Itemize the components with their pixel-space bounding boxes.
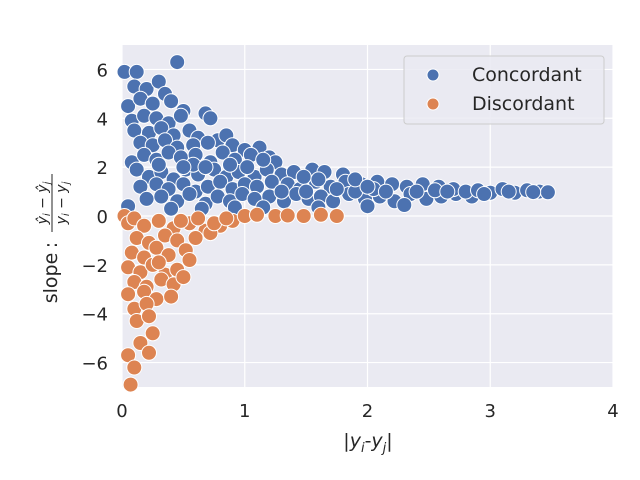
concordant-point [120, 98, 137, 115]
concordant-point [222, 156, 238, 173]
x-tick-label: 0 [116, 401, 127, 422]
concordant-point [128, 161, 145, 178]
concordant-point [476, 186, 493, 202]
discordant-point [295, 208, 312, 224]
concordant-point [197, 159, 214, 176]
concordant-point [199, 134, 216, 151]
concordant-point [377, 183, 394, 200]
concordant-point [539, 184, 556, 201]
discordant-point [249, 206, 265, 223]
x-tick-label: 3 [485, 401, 496, 422]
x-tick-label: 4 [607, 401, 618, 422]
concordant-point [347, 171, 364, 188]
discordant-point [218, 210, 235, 227]
y-tick-label: 6 [97, 60, 108, 81]
data-points [116, 54, 556, 393]
concordant-point [525, 184, 542, 201]
concordant-point [439, 183, 456, 200]
concordant-point [239, 159, 256, 176]
tick-labels: 0 1 2 3 4 −6 −4 −2 0 2 4 6 [81, 60, 618, 422]
concordant-point [295, 168, 312, 185]
y-tick-label: 0 [97, 207, 108, 228]
y-axis-label-text: slope [40, 253, 62, 304]
concordant-point [396, 197, 413, 213]
concordant-point [359, 178, 376, 195]
legend-label-discordant: Discordant [472, 93, 575, 115]
y-axis-label-colon: : [40, 242, 62, 248]
y-axis-label: slope : ŷi − ŷj yi − yj [35, 174, 72, 303]
legend-marker-concordant [426, 68, 440, 82]
y-axis-label-denominator: yi − yj [54, 181, 72, 225]
concordant-point [169, 54, 186, 71]
series-concordant [116, 54, 556, 217]
discordant-point [136, 217, 153, 234]
concordant-point [408, 183, 425, 200]
discordant-point [126, 359, 143, 376]
series-discordant [116, 206, 345, 393]
legend-label-concordant: Concordant [472, 64, 582, 86]
concordant-point [175, 159, 192, 176]
y-tick-label: −6 [81, 354, 108, 375]
concordant-point [500, 183, 517, 200]
discordant-point [122, 376, 139, 393]
y-tick-label: 2 [97, 158, 108, 179]
legend: Concordant Discordant [403, 55, 605, 125]
discordant-point [163, 288, 180, 305]
concordant-point [172, 107, 189, 124]
concordant-point [359, 198, 376, 215]
x-axis-label: |yi-yj| [343, 430, 392, 456]
legend-marker-discordant [426, 97, 440, 111]
concordant-point [310, 171, 327, 188]
concordant-point [138, 190, 155, 207]
concordant-point [214, 144, 231, 161]
discordant-point [187, 230, 204, 246]
legend-box [403, 55, 605, 125]
discordant-point [120, 286, 137, 303]
y-axis-label-numerator: ŷi − ŷj [35, 181, 53, 225]
y-tick-label: −4 [81, 305, 108, 326]
discordant-point [312, 206, 329, 223]
discordant-point [181, 252, 198, 268]
concordant-point [298, 183, 315, 200]
concordant-point [153, 188, 170, 205]
discordant-point [144, 325, 161, 342]
discordant-point [190, 210, 207, 227]
discordant-point [150, 212, 167, 229]
concordant-point [163, 93, 180, 110]
discordant-point [279, 207, 296, 224]
discordant-point [172, 212, 189, 229]
concordant-point [128, 63, 145, 80]
concordant-point [202, 110, 219, 127]
x-tick-label: 1 [239, 401, 250, 422]
discordant-point [141, 344, 157, 361]
discordant-point [328, 208, 345, 224]
concordant-point [255, 151, 272, 168]
concordant-point [181, 186, 198, 202]
concordant-point [144, 95, 161, 112]
y-tick-label: 4 [97, 109, 108, 130]
discordant-point [150, 254, 167, 271]
y-tick-label: −2 [81, 256, 108, 277]
concordant-point [150, 156, 167, 173]
discordant-point [175, 269, 192, 286]
concordant-point [273, 183, 290, 200]
concordant-point [163, 200, 180, 217]
concordant-point [328, 181, 345, 198]
discordant-point [141, 308, 157, 325]
x-tick-label: 2 [362, 401, 373, 422]
